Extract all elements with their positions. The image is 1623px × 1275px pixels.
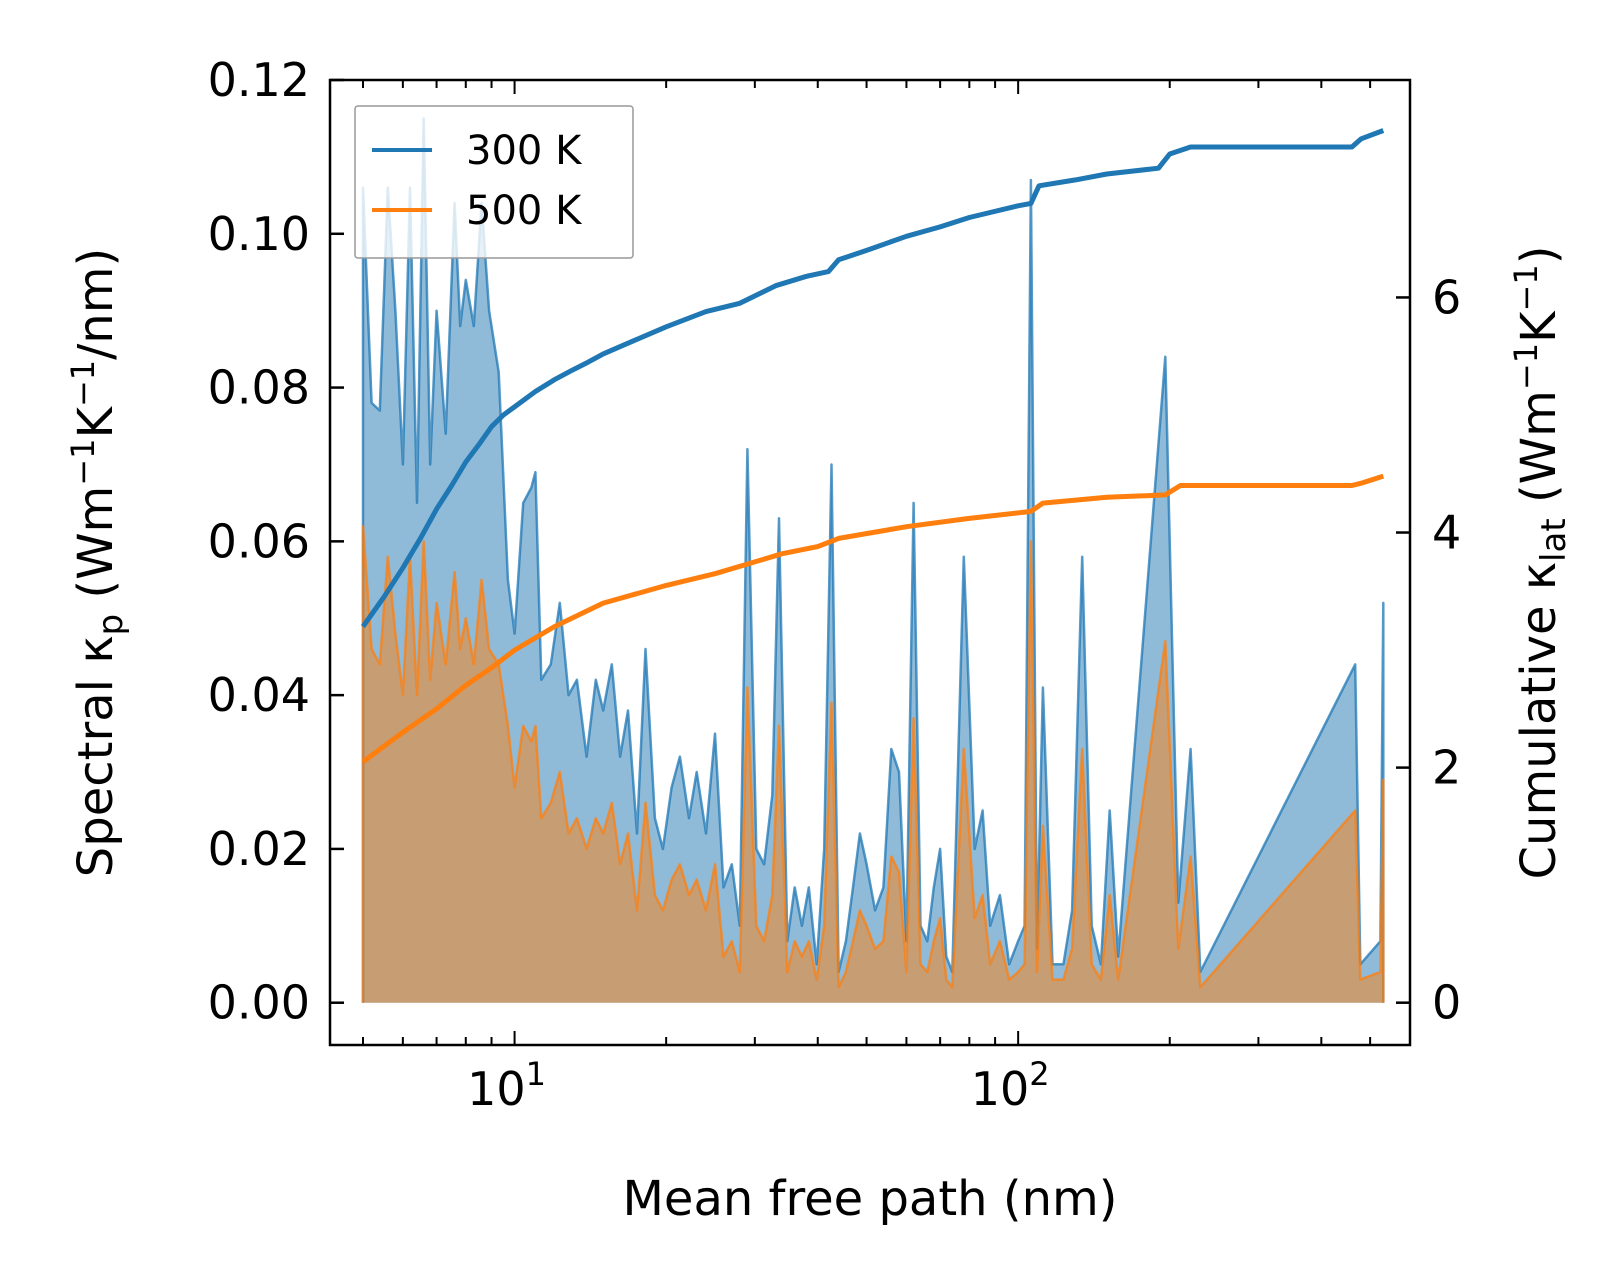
left-y-tick-label: 0.02 — [208, 822, 310, 876]
axis-ticks: 0.00 0.02 0.04 0.06 0.08 0.10 0.12 0 2 4 6 101 102 — [208, 53, 1462, 1116]
left-y-tick-label: 0.04 — [208, 668, 310, 722]
spectral-fills — [363, 118, 1384, 1003]
left-y-tick-label: 0.12 — [208, 53, 310, 107]
left-y-tick-label: 0.10 — [208, 207, 310, 261]
right-y-tick-label: 6 — [1432, 270, 1461, 324]
spectral-line-500k — [361, 524, 1385, 1003]
left-y-tick-label: 0.08 — [208, 361, 310, 415]
x-axis-title: Mean free path (nm) — [623, 1171, 1118, 1227]
spectral-fill-500k — [363, 526, 1384, 1003]
legend-label-300k: 300 K — [466, 128, 583, 174]
legend: 300 K 500 K — [354, 105, 634, 259]
left-y-tick-label: 0.00 — [208, 976, 310, 1030]
right-y-axis-title: Cumulative κlat (Wm−1K−1) — [1507, 246, 1574, 880]
legend-box — [354, 105, 634, 259]
right-y-tick-label: 0 — [1432, 976, 1461, 1030]
plot-frame — [328, 78, 1412, 1047]
cumulative-line-300k — [360, 128, 1385, 629]
right-y-tick-label: 2 — [1432, 741, 1461, 795]
x-tick-label: 101 — [467, 1055, 546, 1116]
legend-label-500k: 500 K — [466, 188, 583, 234]
cumulative-line-500k — [361, 473, 1385, 764]
x-tick-label: 102 — [971, 1055, 1050, 1116]
spectral-fill-300k — [363, 118, 1384, 1003]
left-y-tick-label: 0.06 — [208, 514, 310, 568]
right-y-tick-label: 4 — [1432, 506, 1461, 560]
left-y-axis-title: Spectral κp (Wm−1K−1/nm) — [64, 248, 131, 877]
